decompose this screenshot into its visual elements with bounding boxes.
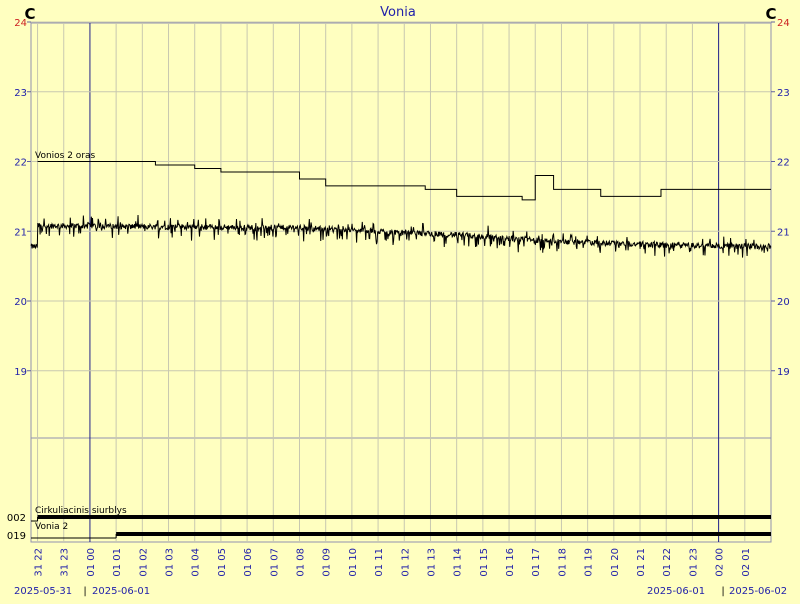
x-tick-label: 01 03 [165,548,176,577]
plot-frame [30,22,772,543]
x-tick-label: 01 10 [348,548,359,577]
axis-layer: 31 22 31 23 01 00 01 01 01 02 01 03 01 04 01 05… [14,18,789,577]
series-label-vonia2: Vonia 2 [35,522,68,532]
y-tick-label-left: 19 [14,367,27,378]
y-tick-label-right: 21 [777,227,790,238]
x-tick-label: 01 07 [269,548,280,577]
y-tick-label-right: 23 [777,88,790,99]
x-tick-label: 01 08 [295,548,306,577]
x-tick-label: 31 22 [34,548,45,577]
date-separator: | [721,586,724,597]
series-label-vonios: Vonios 2 oras [35,151,96,161]
date-label-day1-right: 2025-06-01 [647,586,705,597]
left-unit-label: C [24,5,35,23]
x-tick-label: 31 23 [60,548,71,577]
x-tick-label: 01 20 [610,548,621,577]
x-tick-label: 02 01 [741,548,752,577]
date-label-day1-left: 2025-06-01 [92,586,150,597]
x-tick-label: 01 22 [662,548,673,577]
x-tick-label: 01 13 [426,548,437,577]
y-tick-label-left: 24 [14,18,27,29]
series-label-siurblys: Cirkuliacinis siurblys [35,506,127,516]
y-tick-label-left: 23 [14,88,27,99]
right-unit-label: C [765,5,776,23]
x-tick-label: 01 17 [531,548,542,577]
x-tick-label: 01 23 [688,548,699,577]
x-tick-label: 02 00 [715,548,726,577]
x-tick-label: 01 14 [453,548,464,577]
x-tick-label: 01 19 [584,548,595,577]
x-tick-label: 01 15 [479,548,490,577]
y-tick-label-right: 19 [777,367,790,378]
y-tick-label-left: 20 [14,297,27,308]
date-separator: | [83,586,86,597]
chart-title: Vonia [380,5,416,20]
y-tick-label-right: 24 [777,18,790,29]
y-tick-label-right: 20 [777,297,790,308]
x-tick-label: 01 00 [86,548,97,577]
date-label-day2: 2025-06-02 [729,586,787,597]
y-tick-label-left: 22 [14,158,27,169]
series-line-vonios-2-oras [37,161,771,201]
x-tick-label: 01 21 [636,548,647,577]
date-label-start: 2025-05-31 [14,586,72,597]
x-tick-label: 01 06 [243,548,254,577]
x-tick-label: 01 01 [112,548,123,577]
y-tick-label-right: 22 [777,158,790,169]
series-line-room-temperature [30,215,772,258]
x-tick-label: 01 12 [400,548,411,577]
x-tick-label: 01 11 [374,548,385,577]
x-tick-label: 01 05 [217,548,228,577]
x-tick-label: 01 04 [191,548,202,577]
x-tick-label: 01 09 [322,548,333,577]
y-tick-label-left: 21 [14,227,27,238]
binary-tick-019: 019 [7,531,26,542]
x-tick-label: 01 02 [138,548,149,577]
x-tick-label: 01 16 [505,548,516,577]
binary-tick-002: 002 [7,513,26,524]
grid-layer [30,21,772,543]
series-layer [30,161,772,539]
x-tick-label: 01 18 [557,548,568,577]
